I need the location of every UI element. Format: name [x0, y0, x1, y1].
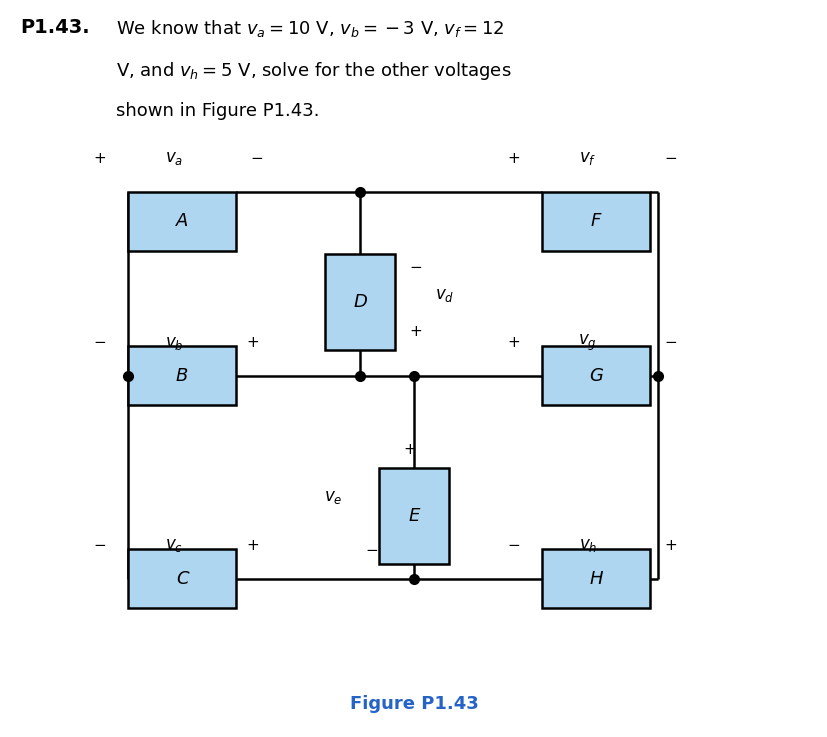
FancyBboxPatch shape	[542, 549, 649, 608]
Text: E: E	[408, 507, 419, 525]
FancyBboxPatch shape	[542, 192, 649, 251]
Text: −: −	[409, 260, 422, 275]
Text: We know that $v_a = 10$ V, $v_b = -3$ V, $v_f = 12$: We know that $v_a = 10$ V, $v_b = -3$ V,…	[116, 18, 504, 39]
Text: +: +	[506, 335, 519, 350]
FancyBboxPatch shape	[542, 346, 649, 405]
Text: shown in Figure P1.43.: shown in Figure P1.43.	[116, 102, 319, 120]
Text: +: +	[93, 151, 106, 166]
Text: $v_d$: $v_d$	[435, 286, 454, 304]
Text: $v_h$: $v_h$	[578, 537, 596, 554]
Text: −: −	[93, 335, 106, 350]
Text: +: +	[409, 324, 422, 339]
Text: P1.43.: P1.43.	[21, 18, 90, 38]
Text: −: −	[93, 538, 106, 553]
Text: +: +	[403, 442, 416, 457]
Text: −: −	[663, 335, 676, 350]
FancyBboxPatch shape	[379, 468, 448, 564]
Text: V, and $v_h = 5$ V, solve for the other voltages: V, and $v_h = 5$ V, solve for the other …	[116, 60, 511, 83]
FancyBboxPatch shape	[128, 346, 236, 405]
Text: D: D	[353, 293, 366, 311]
Text: C: C	[175, 570, 189, 587]
Text: −: −	[506, 538, 519, 553]
Text: $v_g$: $v_g$	[578, 332, 596, 353]
Text: +: +	[246, 335, 259, 350]
Text: −: −	[250, 151, 263, 166]
Text: +: +	[246, 538, 259, 553]
Text: Figure P1.43: Figure P1.43	[349, 695, 478, 713]
FancyBboxPatch shape	[128, 192, 236, 251]
Text: B: B	[176, 367, 188, 385]
Text: $v_a$: $v_a$	[165, 150, 183, 167]
Text: A: A	[176, 212, 188, 230]
FancyBboxPatch shape	[128, 549, 236, 608]
Text: $v_c$: $v_c$	[165, 537, 183, 554]
Text: −: −	[366, 543, 378, 558]
Text: $v_e$: $v_e$	[323, 489, 342, 506]
Text: $v_b$: $v_b$	[165, 334, 183, 352]
Text: +: +	[506, 151, 519, 166]
Text: F: F	[590, 212, 600, 230]
Text: H: H	[589, 570, 602, 587]
FancyBboxPatch shape	[324, 254, 395, 350]
Text: +: +	[663, 538, 676, 553]
Text: G: G	[589, 367, 602, 385]
Text: $v_f$: $v_f$	[578, 150, 596, 167]
Text: −: −	[663, 151, 676, 166]
